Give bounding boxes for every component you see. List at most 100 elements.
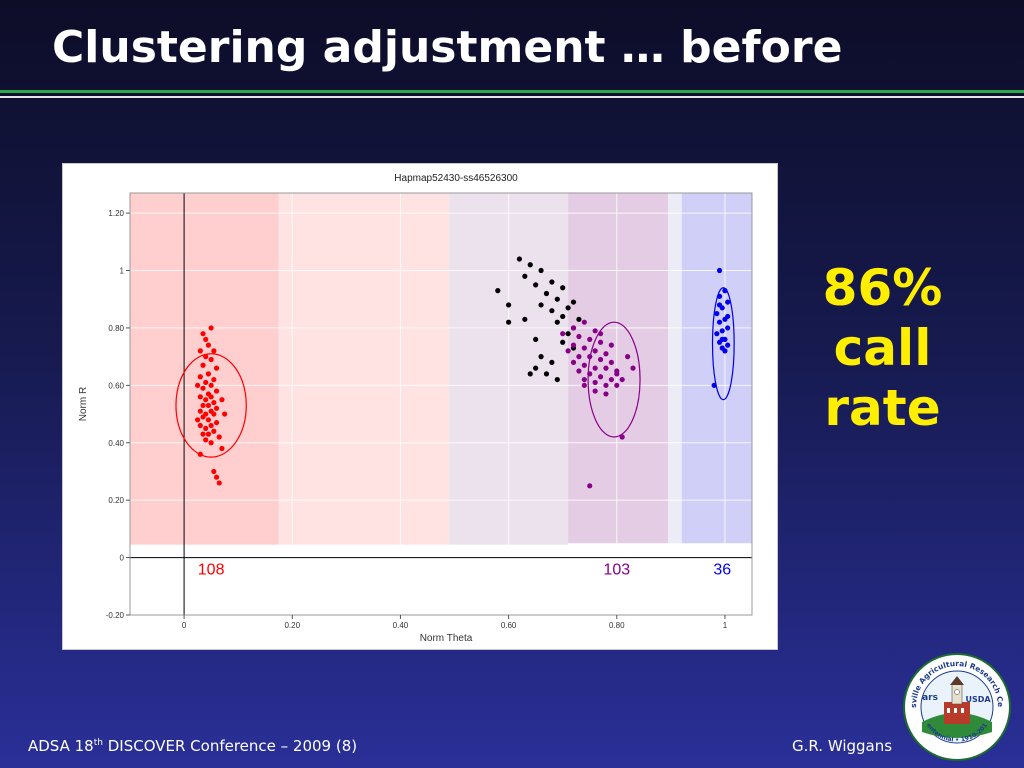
data-point-c0-43: [211, 468, 217, 475]
footer-conference-prefix: ADSA 18: [28, 737, 94, 755]
data-point-c0-0: [200, 331, 206, 337]
cluster-region-5: [681, 193, 752, 544]
data-point-c2-25: [603, 382, 609, 388]
data-point-c3-9: [719, 328, 725, 334]
chart-title: Hapmap52430-ss46526300: [394, 173, 518, 184]
data-point-c0-48: [195, 417, 201, 423]
cluster-count-label-3: 36: [713, 562, 731, 579]
cluster-ellipse-0: [175, 353, 247, 458]
data-point-c0-45: [216, 480, 222, 486]
data-point-c0-5: [211, 348, 217, 354]
x-tick-label-5: 1: [723, 621, 728, 630]
data-point-c0-34: [203, 425, 209, 432]
data-point-c0-8: [200, 362, 206, 368]
data-point-c0-1: [208, 325, 214, 331]
data-point-c3-10: [714, 331, 720, 337]
data-point-c2-5: [597, 339, 604, 345]
data-point-c2-8: [581, 345, 587, 351]
data-point-c3-15: [711, 382, 717, 388]
footer-conference-suffix: DISCOVER Conference – 2009 (8): [102, 737, 358, 755]
cluster-region-1: [278, 193, 450, 545]
x-tick-label-4: 0.80: [609, 621, 625, 630]
data-point-c2-35: [614, 382, 620, 388]
data-point-c3-3: [725, 299, 731, 305]
data-point-c2-9: [592, 348, 598, 354]
data-point-c1-27: [527, 371, 533, 377]
data-point-c2-22: [608, 376, 614, 383]
data-point-c1-20: [533, 336, 539, 343]
x-axis-label: Norm Theta: [420, 633, 473, 644]
data-point-c1-29: [495, 288, 501, 294]
data-point-c0-2: [203, 336, 209, 343]
x-tick-label-0: 0: [182, 621, 187, 630]
data-point-c1-17: [522, 316, 528, 322]
data-point-c1-0: [516, 256, 523, 262]
data-point-c1-10: [538, 302, 544, 308]
x-tick-label-3: 0.60: [501, 621, 517, 630]
scatter-chart: 0 0.20 0.40 0.60 0.80 1 -0.20 0 0.20 0.40 0.60 0.80…: [62, 163, 778, 650]
data-point-c2-17: [603, 365, 609, 371]
title-rule-green: [0, 90, 1024, 93]
data-point-c0-30: [205, 417, 212, 423]
y-tick-label-6: 1: [120, 267, 125, 276]
data-point-c2-16: [592, 365, 598, 371]
data-point-c2-21: [597, 374, 604, 380]
data-point-c1-28: [554, 376, 560, 383]
data-point-c3-2: [716, 293, 723, 299]
data-point-c2-37: [619, 434, 625, 440]
data-point-c0-22: [200, 402, 206, 409]
data-point-c2-26: [581, 382, 587, 388]
data-point-c2-11: [576, 354, 582, 360]
data-point-c0-41: [219, 445, 225, 452]
data-point-c1-12: [549, 308, 555, 314]
data-point-c2-24: [592, 379, 598, 386]
data-point-c1-3: [522, 273, 528, 279]
data-point-c0-15: [200, 385, 206, 391]
seal-usda-badge: USDA: [965, 695, 991, 704]
data-point-c2-34: [581, 376, 587, 383]
footer-author: G.R. Wiggans: [792, 737, 893, 755]
footer-conference-sup: th: [93, 738, 103, 748]
cluster-count-label-2: 103: [603, 562, 630, 579]
data-point-c3-16: [722, 348, 728, 354]
data-point-c1-15: [554, 319, 560, 325]
data-point-c2-10: [603, 351, 609, 357]
data-point-c0-40: [208, 440, 214, 446]
data-point-c0-28: [211, 411, 217, 417]
data-point-c0-29: [200, 414, 206, 420]
data-point-c1-24: [549, 359, 555, 365]
data-point-c0-44: [213, 474, 220, 480]
data-point-c2-31: [630, 365, 636, 371]
data-point-c2-15: [581, 362, 587, 368]
data-point-c1-19: [565, 331, 571, 337]
data-point-c0-20: [203, 397, 209, 403]
data-point-c0-39: [203, 437, 209, 443]
data-point-c2-38: [560, 331, 566, 337]
data-point-c0-42: [197, 451, 203, 457]
data-point-c2-6: [608, 342, 614, 348]
y-tick-label-2: 0.20: [108, 496, 124, 505]
data-point-c3-18: [725, 313, 731, 320]
data-point-c1-26: [543, 371, 550, 377]
data-point-c2-33: [603, 391, 609, 397]
data-point-c0-9: [213, 365, 220, 371]
cluster-ellipse-3: [711, 287, 735, 401]
y-tick-label-1: 0: [120, 554, 125, 563]
data-point-c2-0: [570, 325, 577, 331]
data-point-c1-11: [565, 305, 571, 311]
data-point-c1-16: [506, 319, 512, 325]
y-tick-label-4: 0.60: [108, 381, 124, 390]
data-point-c1-6: [560, 285, 566, 291]
data-point-c1-25: [533, 365, 539, 371]
data-point-c3-5: [714, 310, 720, 317]
data-point-c2-28: [565, 348, 571, 354]
data-point-c0-24: [213, 405, 220, 411]
data-point-c0-19: [208, 394, 214, 400]
data-point-c3-13: [725, 342, 731, 348]
data-point-c2-32: [592, 388, 598, 394]
y-tick-label-3: 0.40: [108, 439, 124, 448]
data-point-c2-7: [570, 342, 577, 348]
footer-conference: ADSA 18th DISCOVER Conference – 2009 (8): [28, 737, 357, 755]
data-point-c0-4: [197, 348, 203, 354]
data-point-c0-7: [208, 356, 214, 363]
